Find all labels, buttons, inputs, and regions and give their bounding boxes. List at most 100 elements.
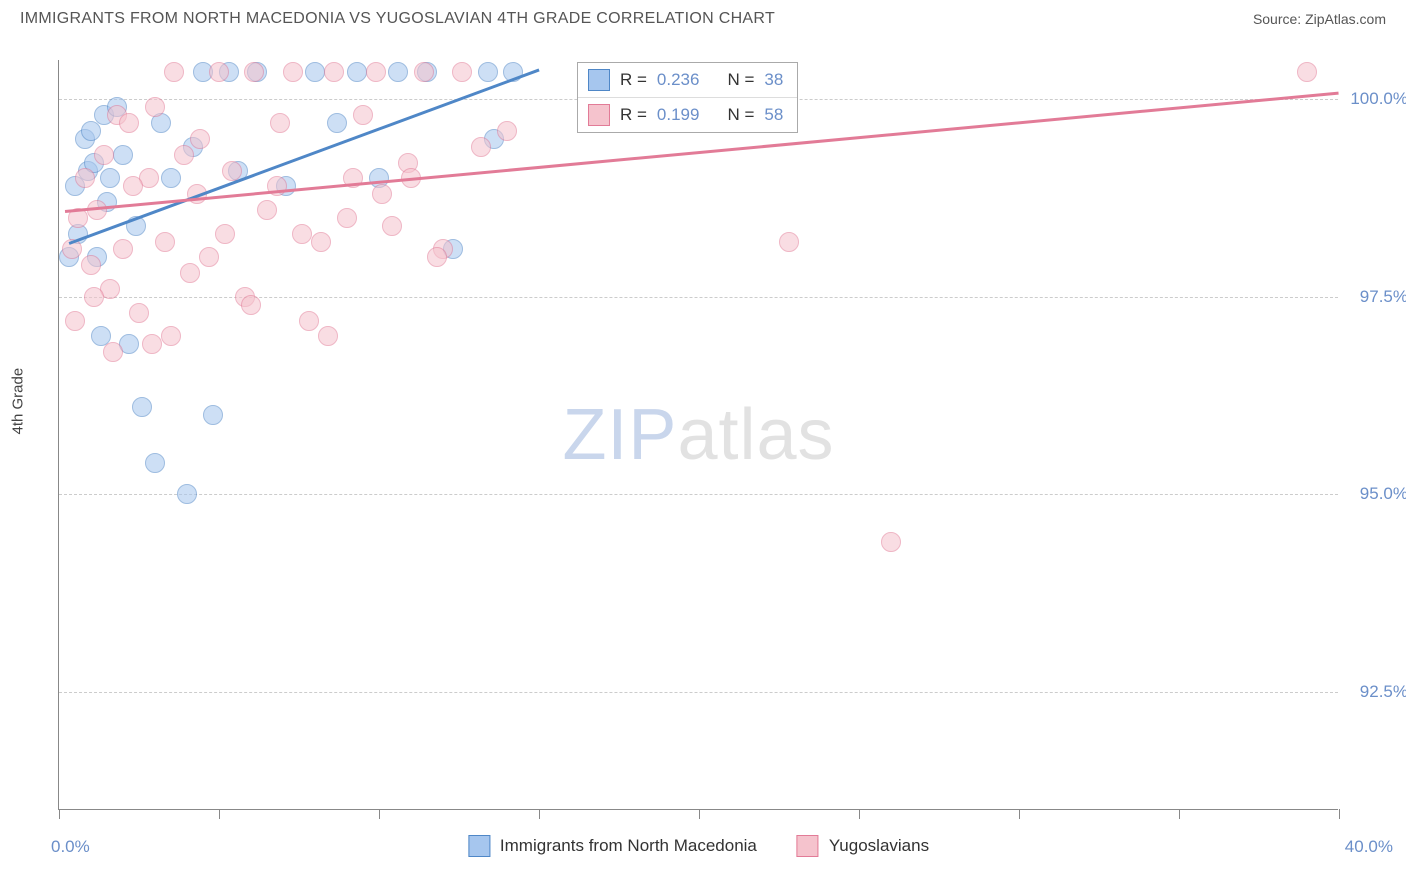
scatter-point-macedonia [305, 62, 325, 82]
scatter-point-yugoslavia [881, 532, 901, 552]
scatter-point-macedonia [81, 121, 101, 141]
r-label: R = [620, 105, 647, 125]
scatter-point-yugoslavia [452, 62, 472, 82]
chart-plot-area: ZIPatlas 92.5%95.0%97.5%100.0%0.0%40.0%R… [58, 60, 1338, 810]
n-label: N = [727, 70, 754, 90]
scatter-point-yugoslavia [174, 145, 194, 165]
x-axis-tick [859, 809, 860, 819]
x-axis-min-label: 0.0% [51, 837, 90, 857]
r-value: 0.236 [657, 70, 700, 90]
scatter-point-yugoslavia [366, 62, 386, 82]
scatter-point-yugoslavia [311, 232, 331, 252]
scatter-point-yugoslavia [497, 121, 517, 141]
scatter-point-macedonia [113, 145, 133, 165]
scatter-point-yugoslavia [270, 113, 290, 133]
scatter-point-yugoslavia [283, 62, 303, 82]
scatter-point-yugoslavia [129, 303, 149, 323]
x-axis-tick [1339, 809, 1340, 819]
scatter-point-yugoslavia [65, 311, 85, 331]
legend-swatch-icon [797, 835, 819, 857]
scatter-point-yugoslavia [180, 263, 200, 283]
x-axis-tick [699, 809, 700, 819]
scatter-point-macedonia [161, 168, 181, 188]
x-axis-tick [379, 809, 380, 819]
legend-swatch-icon [588, 104, 610, 126]
scatter-point-yugoslavia [155, 232, 175, 252]
chart-title: IMMIGRANTS FROM NORTH MACEDONIA VS YUGOS… [20, 10, 775, 28]
scatter-point-yugoslavia [119, 113, 139, 133]
scatter-point-yugoslavia [427, 247, 447, 267]
scatter-point-yugoslavia [164, 62, 184, 82]
legend-row-yugoslavia: R = 0.199 N = 58 [578, 97, 797, 132]
r-value: 0.199 [657, 105, 700, 125]
scatter-point-yugoslavia [123, 176, 143, 196]
x-axis-tick [539, 809, 540, 819]
scatter-point-macedonia [145, 453, 165, 473]
scatter-point-yugoslavia [81, 255, 101, 275]
scatter-point-yugoslavia [161, 326, 181, 346]
x-axis-tick [1179, 809, 1180, 819]
scatter-point-yugoslavia [318, 326, 338, 346]
y-axis-tick-label: 95.0% [1360, 484, 1406, 504]
source-attribution: Source: ZipAtlas.com [1253, 11, 1386, 27]
trendline-macedonia [68, 68, 539, 244]
scatter-point-yugoslavia [292, 224, 312, 244]
scatter-point-yugoslavia [75, 168, 95, 188]
scatter-point-yugoslavia [414, 62, 434, 82]
x-axis-tick [1019, 809, 1020, 819]
scatter-point-yugoslavia [241, 295, 261, 315]
scatter-point-yugoslavia [257, 200, 277, 220]
header: IMMIGRANTS FROM NORTH MACEDONIA VS YUGOS… [0, 0, 1406, 38]
scatter-point-yugoslavia [142, 334, 162, 354]
y-axis-label: 4th Grade [10, 368, 27, 435]
scatter-point-yugoslavia [222, 161, 242, 181]
gridline-horizontal [59, 494, 1338, 495]
scatter-point-macedonia [177, 484, 197, 504]
scatter-point-macedonia [478, 62, 498, 82]
y-axis-tick-label: 100.0% [1350, 89, 1406, 109]
scatter-point-macedonia [327, 113, 347, 133]
scatter-point-macedonia [388, 62, 408, 82]
scatter-point-macedonia [347, 62, 367, 82]
y-axis-tick-label: 92.5% [1360, 682, 1406, 702]
legend-swatch-icon [588, 69, 610, 91]
watermark: ZIPatlas [562, 394, 834, 476]
scatter-point-yugoslavia [215, 224, 235, 244]
scatter-point-yugoslavia [353, 105, 373, 125]
n-value: 58 [764, 105, 783, 125]
gridline-horizontal [59, 692, 1338, 693]
legend-series-name: Immigrants from North Macedonia [500, 836, 757, 856]
scatter-point-yugoslavia [779, 232, 799, 252]
scatter-point-yugoslavia [244, 62, 264, 82]
scatter-point-yugoslavia [190, 129, 210, 149]
x-axis-max-label: 40.0% [1345, 837, 1393, 857]
legend-series-name: Yugoslavians [829, 836, 929, 856]
scatter-point-yugoslavia [113, 239, 133, 259]
scatter-point-yugoslavia [94, 145, 114, 165]
scatter-point-yugoslavia [103, 342, 123, 362]
scatter-point-yugoslavia [84, 287, 104, 307]
x-axis-tick [59, 809, 60, 819]
correlation-legend: R = 0.236 N = 38 R = 0.199 N = 58 [577, 62, 798, 133]
x-axis-tick [219, 809, 220, 819]
legend-swatch-icon [468, 835, 490, 857]
scatter-point-yugoslavia [145, 97, 165, 117]
legend-item-yugoslavia: Yugoslavians [797, 835, 929, 857]
r-label: R = [620, 70, 647, 90]
legend-row-macedonia: R = 0.236 N = 38 [578, 63, 797, 97]
n-label: N = [727, 105, 754, 125]
n-value: 38 [764, 70, 783, 90]
scatter-point-yugoslavia [372, 184, 392, 204]
scatter-point-yugoslavia [382, 216, 402, 236]
scatter-point-yugoslavia [1297, 62, 1317, 82]
scatter-point-yugoslavia [199, 247, 219, 267]
scatter-point-yugoslavia [337, 208, 357, 228]
legend-item-macedonia: Immigrants from North Macedonia [468, 835, 757, 857]
y-axis-tick-label: 97.5% [1360, 287, 1406, 307]
scatter-point-yugoslavia [209, 62, 229, 82]
scatter-point-macedonia [132, 397, 152, 417]
scatter-point-yugoslavia [471, 137, 491, 157]
scatter-point-macedonia [203, 405, 223, 425]
scatter-point-macedonia [100, 168, 120, 188]
scatter-point-yugoslavia [324, 62, 344, 82]
